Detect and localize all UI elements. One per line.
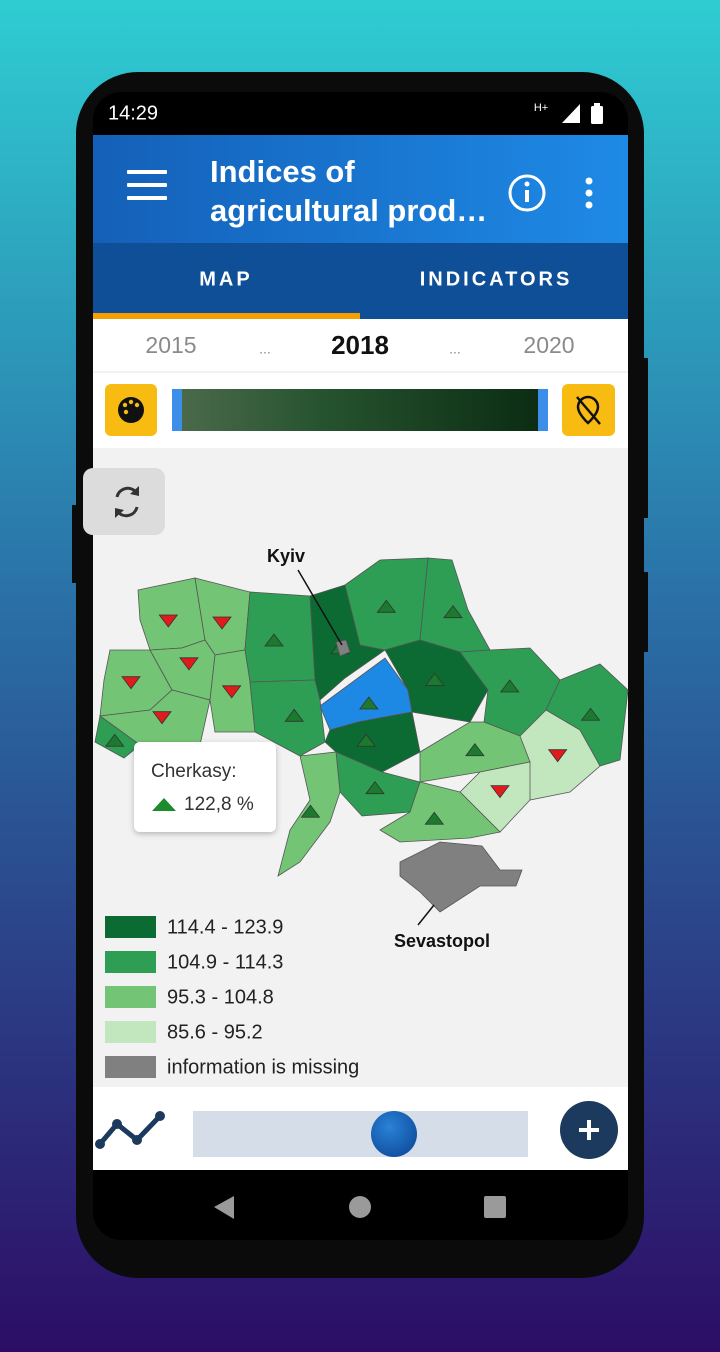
legend-label: 95.3 - 104.8 (167, 986, 274, 1008)
legend-label: 114.4 - 123.9 (167, 916, 283, 938)
trend-up-icon (284, 708, 304, 722)
tooltip-region: Cherkasy: (151, 761, 237, 782)
region[interactable] (379, 781, 501, 843)
year[interactable]: 2015 (145, 332, 196, 358)
info-button[interactable] (508, 174, 546, 212)
status-network: H+ (534, 102, 548, 114)
callout-line (297, 569, 343, 646)
legend-label: information is missing (167, 1056, 359, 1078)
trend-up-icon (365, 781, 385, 795)
trend-up-icon (152, 798, 176, 811)
scale-handle[interactable] (172, 389, 182, 431)
tab[interactable]: INDICATORS (420, 268, 573, 290)
refresh-button[interactable] (83, 468, 165, 535)
tooltip: Cherkasy: 122,8 % (134, 742, 276, 832)
app-bar (93, 135, 628, 243)
map-label: Kyiv (267, 546, 305, 566)
tab-indicator (93, 313, 360, 319)
callout-line (417, 904, 435, 926)
trend-down-icon (121, 676, 141, 690)
tab-bar (93, 243, 628, 319)
year[interactable]: 2020 (523, 332, 574, 358)
trend-down-icon (212, 616, 232, 630)
app-title: Indices of agricultural prod… (210, 154, 488, 228)
legend-swatch (105, 1021, 156, 1043)
add-button[interactable] (560, 1101, 618, 1159)
tooltip-value: 122,8 % (184, 794, 254, 815)
region[interactable] (244, 591, 316, 683)
region[interactable] (459, 761, 531, 833)
tab[interactable]: MAP (199, 268, 252, 290)
nav-recents[interactable] (484, 1196, 506, 1218)
side-button (642, 358, 648, 518)
trend-down-icon (221, 685, 242, 699)
map-regions (94, 557, 629, 913)
legend-swatch (105, 986, 156, 1008)
trend-up-icon (300, 804, 321, 818)
signal-icon (562, 104, 580, 123)
legend-swatch (105, 916, 156, 938)
slider-knob[interactable] (371, 1111, 417, 1157)
more-button[interactable] (585, 177, 593, 209)
battery-icon (591, 106, 603, 124)
legend-swatch (105, 1056, 156, 1078)
trend-down-icon (152, 711, 172, 725)
legend-label: 104.9 - 114.3 (167, 951, 283, 973)
legend: 114.4 - 123.9 104.9 - 114.3 95.3 - 104.8 85… (105, 916, 359, 1078)
trend-down-icon (158, 614, 179, 628)
scale-handle[interactable] (538, 389, 548, 431)
side-button (642, 572, 648, 652)
region[interactable] (137, 577, 206, 651)
color-scale (172, 389, 548, 431)
trend-down-icon (490, 785, 510, 799)
trend-up-icon (424, 811, 445, 825)
trend-up-icon (499, 679, 520, 693)
legend-swatch (105, 951, 156, 973)
trend-up-icon (443, 605, 463, 619)
trend-up-icon (359, 696, 379, 710)
trend-up-icon (465, 743, 485, 757)
region[interactable] (399, 841, 523, 913)
year-selected[interactable]: 2018 (331, 330, 389, 360)
trend-down-icon (179, 657, 199, 671)
trend-down-icon (547, 749, 568, 763)
year-selector (93, 319, 628, 372)
menu-button[interactable] (127, 170, 167, 200)
trend-up-icon (104, 733, 125, 747)
trend-up-icon (264, 633, 284, 647)
trend-up-icon (580, 707, 601, 721)
palette-button[interactable] (105, 384, 157, 436)
year-ellipsis: ... (449, 341, 461, 357)
chart-toggle-button[interactable] (95, 1111, 165, 1149)
trend-up-icon (356, 733, 376, 747)
trend-up-icon (376, 599, 397, 613)
status-time: 14:29 (108, 102, 158, 124)
trend-up-icon (424, 672, 445, 686)
legend-label: 85.6 - 95.2 (167, 1021, 263, 1043)
battery-tip (594, 103, 600, 107)
nav-home[interactable] (349, 1196, 371, 1218)
side-button (72, 505, 78, 583)
year-ellipsis: ... (259, 341, 271, 357)
labels-toggle-button[interactable] (562, 384, 615, 436)
region[interactable] (335, 639, 351, 657)
map-label: Sevastopol (394, 931, 490, 951)
year-slider[interactable] (193, 1111, 528, 1157)
nav-back[interactable] (214, 1196, 234, 1219)
